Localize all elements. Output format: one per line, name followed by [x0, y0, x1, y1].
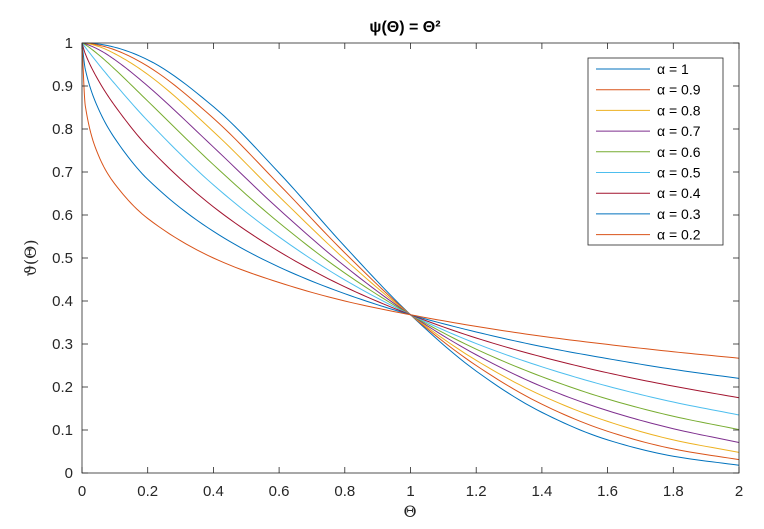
curves [81, 42, 740, 466]
y-axis: 0 0.1 0.2 0.3 0.4 0.5 0.6 0.7 0.8 0.9 1 [52, 35, 739, 482]
series-line-7 [81, 42, 740, 379]
series-line-5 [81, 42, 740, 416]
x-tick-label: 1 [406, 483, 414, 500]
legend-label: α = 1 [657, 61, 689, 77]
legend: α = 1 α = 0.9 α = 0.8 α = 0.7 α = 0.6 α = 0.5… [587, 57, 724, 246]
series-line-2 [81, 42, 740, 453]
legend-label: α = 0.9 [657, 82, 701, 98]
y-tick-label: 0 [65, 465, 73, 482]
x-tick-label: 1.4 [531, 483, 552, 500]
legend-label: α = 0.7 [657, 123, 701, 139]
x-tick-label: 0.2 [137, 483, 158, 500]
x-tick-label: 1.2 [466, 483, 487, 500]
x-tick-label: 0.6 [269, 483, 290, 500]
y-tick-label: 0.6 [52, 207, 73, 224]
x-tick-label: 1.6 [597, 483, 618, 500]
y-tick-label: 0.2 [52, 379, 73, 396]
y-axis-label: ϑ(Θ) [21, 239, 40, 276]
x-tick-label: 0 [78, 483, 86, 500]
series-line-8 [81, 42, 740, 359]
x-axis-label: Θ [403, 502, 416, 521]
series-line-6 [81, 42, 740, 399]
y-tick-label: 0.8 [52, 121, 73, 138]
series-line-4 [81, 42, 740, 431]
series-line-0 [82, 42, 740, 466]
y-tick-label: 0.5 [52, 250, 73, 267]
legend-label: α = 0.4 [657, 185, 701, 201]
x-axis: 0 0.2 0.4 0.6 0.8 1 1.2 1.4 1.6 1.8 2 [78, 43, 743, 500]
x-tick-label: 0.8 [334, 483, 355, 500]
y-tick-label: 1 [65, 35, 73, 52]
x-tick-label: 1.8 [663, 483, 684, 500]
y-tick-label: 0.3 [52, 336, 73, 353]
legend-label: α = 0.6 [657, 144, 701, 160]
chart-title: ψ(Θ) = Θ² [369, 19, 440, 36]
legend-label: α = 0.8 [657, 102, 701, 118]
y-tick-label: 0.7 [52, 164, 73, 181]
series-line-3 [81, 42, 740, 443]
y-tick-label: 0.9 [52, 78, 73, 95]
y-tick-label: 0.4 [52, 293, 73, 310]
legend-label: α = 0.2 [657, 227, 701, 243]
legend-label: α = 0.5 [657, 165, 701, 181]
x-tick-label: 2 [735, 483, 743, 500]
x-tick-label: 0.4 [203, 483, 224, 500]
series-line-1 [81, 42, 740, 461]
legend-label: α = 0.3 [657, 206, 701, 222]
y-tick-label: 0.1 [52, 422, 73, 439]
